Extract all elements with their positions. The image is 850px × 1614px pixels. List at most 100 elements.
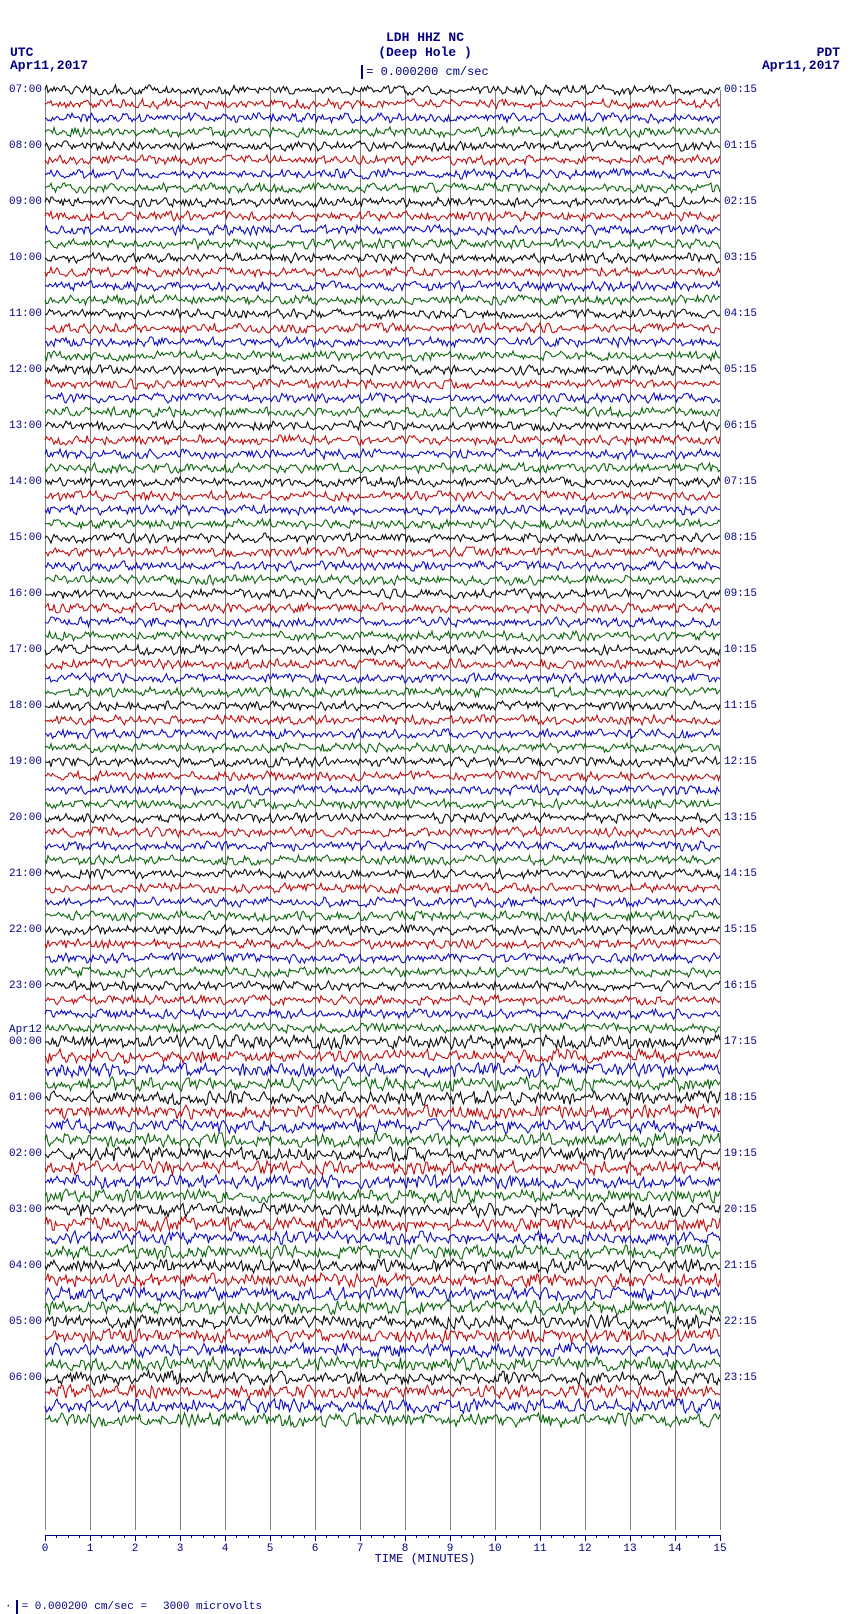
x-tick-minor [619, 1535, 620, 1538]
x-tick [630, 1535, 631, 1541]
hour-label-left: 06:00 [4, 1372, 42, 1384]
hour-label-right: 01:15 [724, 140, 762, 152]
footer-scale-suffix: 3000 microvolts [163, 1601, 262, 1613]
hour-label-left: 20:00 [4, 812, 42, 824]
hour-label-right: 11:15 [724, 700, 762, 712]
x-tick-minor [551, 1535, 552, 1538]
hour-label-right: 02:15 [724, 196, 762, 208]
x-axis-label: TIME (MINUTES) [0, 1552, 850, 1566]
header-scale: = 0.000200 cm/sec [0, 65, 850, 79]
x-tick-minor [113, 1535, 114, 1538]
hour-label-left: 05:00 [4, 1316, 42, 1328]
x-tick-minor [304, 1535, 305, 1538]
x-tick-minor [428, 1535, 429, 1538]
hour-label-right: 00:15 [724, 84, 762, 96]
day-label-left: Apr12 [4, 1024, 42, 1036]
hour-label-right: 17:15 [724, 1036, 762, 1048]
hour-label-left: 12:00 [4, 364, 42, 376]
x-tick [225, 1535, 226, 1541]
x-tick [135, 1535, 136, 1541]
x-tick-minor [338, 1535, 339, 1538]
x-tick [540, 1535, 541, 1541]
seismic-trace [45, 1415, 720, 1439]
x-tick-minor [416, 1535, 417, 1538]
x-tick-minor [664, 1535, 665, 1538]
x-tick-minor [473, 1535, 474, 1538]
x-tick [90, 1535, 91, 1541]
scale-text: = 0.000200 cm/sec [366, 65, 488, 79]
scale-bar-icon [361, 65, 363, 79]
hour-label-right: 14:15 [724, 868, 762, 880]
hour-label-left: 22:00 [4, 924, 42, 936]
x-tick-minor [383, 1535, 384, 1538]
hour-label-left: 08:00 [4, 140, 42, 152]
x-tick-minor [529, 1535, 530, 1538]
x-tick-minor [56, 1535, 57, 1538]
x-tick-minor [518, 1535, 519, 1538]
x-tick-minor [439, 1535, 440, 1538]
hour-label-right: 06:15 [724, 420, 762, 432]
x-tick [45, 1535, 46, 1541]
x-tick [720, 1535, 721, 1541]
seismogram-container: LDH HHZ NC (Deep Hole ) = 0.000200 cm/se… [0, 0, 850, 1613]
hour-label-left: 18:00 [4, 700, 42, 712]
hour-label-left: 01:00 [4, 1092, 42, 1104]
x-tick-minor [698, 1535, 699, 1538]
hour-label-left: 10:00 [4, 252, 42, 264]
x-tick-minor [563, 1535, 564, 1538]
hour-label-right: 08:15 [724, 532, 762, 544]
x-tick-minor [653, 1535, 654, 1538]
hour-label-left: 17:00 [4, 644, 42, 656]
x-tick-minor [236, 1535, 237, 1538]
x-tick-minor [259, 1535, 260, 1538]
hour-label-left: 23:00 [4, 980, 42, 992]
hour-label-left: 07:00 [4, 84, 42, 96]
x-tick-minor [596, 1535, 597, 1538]
footer-scale-prefix: = 0.000200 cm/sec = [22, 1601, 147, 1613]
x-tick-minor [281, 1535, 282, 1538]
x-tick [180, 1535, 181, 1541]
hour-label-right: 10:15 [724, 644, 762, 656]
hour-label-left: 09:00 [4, 196, 42, 208]
date-left: Apr11,2017 [10, 58, 88, 73]
hour-label-left: 19:00 [4, 756, 42, 768]
hour-label-left: 02:00 [4, 1148, 42, 1160]
hour-label-left: 15:00 [4, 532, 42, 544]
x-tick-minor [461, 1535, 462, 1538]
hour-label-right: 15:15 [724, 924, 762, 936]
x-tick-minor [146, 1535, 147, 1538]
x-tick-minor [394, 1535, 395, 1538]
x-tick [495, 1535, 496, 1541]
hour-label-right: 09:15 [724, 588, 762, 600]
hour-label-left: 14:00 [4, 476, 42, 488]
x-tick-minor [709, 1535, 710, 1538]
x-tick-minor [686, 1535, 687, 1538]
x-tick-minor [371, 1535, 372, 1538]
x-tick-minor [484, 1535, 485, 1538]
station-subtitle: (Deep Hole ) [0, 45, 850, 60]
footer-dot: · [5, 1601, 12, 1613]
hour-label-left: 00:00 [4, 1036, 42, 1048]
x-tick-minor [68, 1535, 69, 1538]
hour-label-right: 22:15 [724, 1316, 762, 1328]
hour-label-left: 11:00 [4, 308, 42, 320]
seismogram-plot [45, 90, 720, 1530]
hour-label-left: 21:00 [4, 868, 42, 880]
hour-label-right: 03:15 [724, 252, 762, 264]
hour-label-left: 13:00 [4, 420, 42, 432]
x-tick-minor [79, 1535, 80, 1538]
x-tick-minor [248, 1535, 249, 1538]
x-tick [405, 1535, 406, 1541]
x-tick-minor [506, 1535, 507, 1538]
x-tick-minor [214, 1535, 215, 1538]
hour-label-left: 04:00 [4, 1260, 42, 1272]
hour-label-left: 16:00 [4, 588, 42, 600]
x-tick [270, 1535, 271, 1541]
hour-label-right: 07:15 [724, 476, 762, 488]
x-tick-minor [124, 1535, 125, 1538]
footer-scale: · = 0.000200 cm/sec = 3000 microvolts [5, 1600, 262, 1614]
x-tick-minor [158, 1535, 159, 1538]
x-tick-minor [169, 1535, 170, 1538]
hour-label-right: 04:15 [724, 308, 762, 320]
hour-label-right: 05:15 [724, 364, 762, 376]
